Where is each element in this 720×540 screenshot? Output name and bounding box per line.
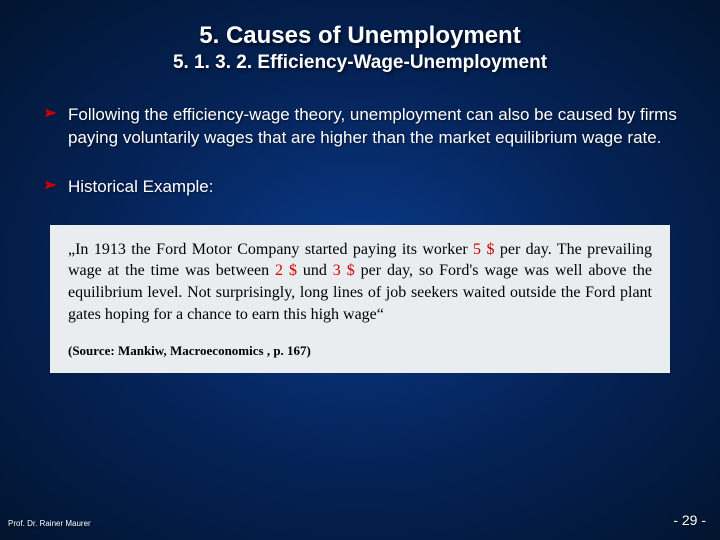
bullet-text: Historical Example: bbox=[68, 176, 682, 199]
quote-source: (Source: Mankiw, Macroeconomics , p. 167… bbox=[68, 343, 652, 359]
slide-title: 5. Causes of Unemployment bbox=[30, 22, 690, 50]
slide: 5. Causes of Unemployment 5. 1. 3. 2. Ef… bbox=[0, 0, 720, 540]
bullet-text: Following the efficiency-wage theory, un… bbox=[68, 104, 682, 150]
bullet-item: Historical Example: bbox=[44, 176, 682, 199]
footer-author: Prof. Dr. Rainer Maurer bbox=[8, 519, 91, 528]
bullet-item: Following the efficiency-wage theory, un… bbox=[44, 104, 682, 150]
quote-highlight: 2 $ bbox=[275, 262, 297, 279]
slide-subtitle: 5. 1. 3. 2. Efficiency-Wage-Unemployment bbox=[30, 52, 690, 74]
quote-fragment: und bbox=[297, 262, 333, 279]
arrow-icon bbox=[44, 106, 60, 120]
quote-fragment: „In 1913 the Ford Motor Company started … bbox=[68, 241, 473, 258]
bullet-list: Following the efficiency-wage theory, un… bbox=[30, 104, 690, 199]
quote-highlight: 5 $ bbox=[473, 241, 494, 258]
footer-page: - 29 - bbox=[673, 512, 706, 528]
quote-paragraph: „In 1913 the Ford Motor Company started … bbox=[68, 239, 652, 325]
quote-highlight: 3 $ bbox=[333, 262, 355, 279]
quote-box: „In 1913 the Ford Motor Company started … bbox=[50, 225, 670, 373]
arrow-icon bbox=[44, 178, 60, 192]
